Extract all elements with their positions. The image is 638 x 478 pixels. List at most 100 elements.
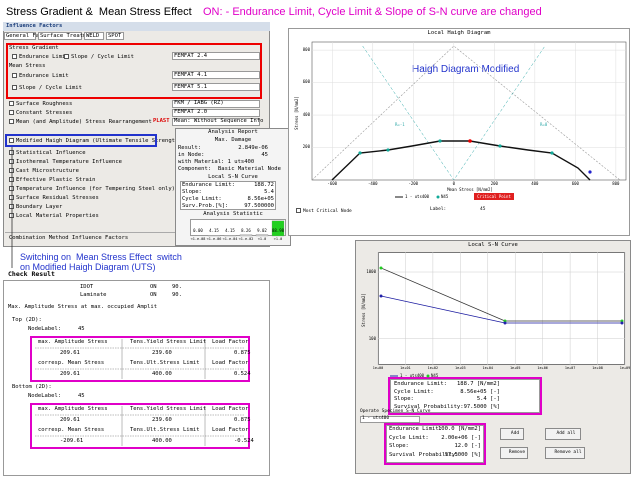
table-cell: -209.61 — [60, 437, 84, 444]
checkbox: Temperature Influence (for Tempering Ste… — [9, 186, 175, 193]
button[interactable] — [500, 428, 524, 440]
bar-value: 4.15 — [225, 228, 235, 233]
flag: PLAST — [153, 118, 170, 124]
section-title: Analysis Statistic — [203, 211, 263, 217]
button-label: Add all — [556, 431, 576, 436]
table-cell: 400.00 — [152, 437, 172, 444]
table-cell: max. Amplitude Stress — [38, 339, 108, 345]
value: 97.500000 — [244, 202, 274, 209]
haigh-window — [288, 28, 630, 236]
y-tick-label: 1000 — [366, 269, 376, 275]
table-cell: Tens.Ult.Stress Limit — [130, 360, 200, 366]
label: Survival Probability: — [389, 451, 459, 458]
checkbox: Isothermal Temperature Influence — [9, 159, 122, 166]
dropdown-value: FEMFAT 2.4 — [174, 52, 208, 59]
x-tick-label: 1e+05 — [509, 366, 521, 370]
table-cell: Tens.Yield Stress Limit — [130, 406, 207, 412]
value: 188.72 — [254, 181, 274, 188]
y-axis-label: Stress [N/mm2] — [361, 293, 366, 327]
bar-value: 8.26 — [241, 228, 251, 233]
table-cell: Load Factor — [212, 339, 249, 345]
label: Cycle Limit: — [394, 388, 434, 395]
value: Basic Material Node — [218, 166, 281, 172]
x-tick-label: 1e+03 — [455, 366, 466, 370]
spec-box — [386, 425, 484, 463]
dropdown-value: 1 - uts400 — [362, 416, 390, 421]
chart-title: Local Haigh Diagram — [427, 30, 491, 36]
dropdown[interactable] — [172, 99, 260, 108]
section-label: Top (2D): — [12, 317, 42, 323]
value: 2.849e-06 — [238, 145, 268, 151]
table-cell: max. Amplitude Stress — [38, 406, 108, 412]
label: 90. — [172, 284, 182, 290]
table-cell: Load Factor — [212, 406, 249, 412]
dropdown[interactable] — [172, 71, 260, 79]
label: Cycle Limit: — [182, 195, 222, 202]
button[interactable] — [545, 447, 585, 459]
checkbox: Surface Residual Stresses — [9, 195, 99, 202]
legend-label: 1 - uts400 — [405, 194, 430, 199]
legend-label: N45 — [441, 194, 449, 199]
dropdown-value: Mean: Without Sequence Info — [174, 118, 264, 124]
tab[interactable] — [84, 32, 104, 40]
x-tick-label: -600 — [327, 181, 338, 186]
tab[interactable] — [106, 32, 124, 40]
table-cell: 209.61 — [60, 370, 80, 377]
x-tick-label: -400 — [367, 181, 378, 186]
x-tick-label: 1e+01 — [400, 366, 411, 370]
table-cell: corresp. Mean Stress — [38, 427, 105, 433]
checkbox: Constant Stresses — [9, 110, 72, 117]
table-cell: 239.60 — [152, 416, 172, 423]
legend-label: N45 — [431, 373, 439, 378]
button[interactable] — [545, 428, 581, 440]
label: Laminate — [80, 292, 107, 298]
section-title: Operate Specimen S-N Curve — [360, 409, 431, 414]
section-title: Local S-N Curve — [208, 174, 258, 180]
dropdown[interactable] — [172, 52, 260, 60]
table-cell: corresp. Mean Stress — [38, 360, 105, 366]
button[interactable] — [500, 447, 528, 459]
label: Stress Gradient — [9, 45, 59, 51]
table-cell: 209.61 — [60, 349, 80, 356]
dropdown[interactable] — [172, 117, 260, 126]
plot-area — [378, 252, 625, 365]
y-tick-label: 400 — [302, 111, 310, 117]
label: NodeLabel: — [28, 326, 62, 332]
window-title: Analysis Report — [208, 129, 258, 135]
button-label: Remove all — [554, 450, 582, 455]
label: Max. Amplitude Stress at max. occupied A… — [8, 304, 158, 310]
value: 100.0 [N/mm2] — [437, 426, 481, 432]
x-tick-label: 600 — [571, 181, 579, 186]
label: in Node: — [178, 152, 205, 158]
page-title: Stress Gradient & Mean Stress Effect — [6, 6, 192, 18]
x-tick-label: 1e+02 — [427, 366, 439, 370]
label: 45 — [78, 326, 85, 332]
label: Endurance Limit: — [394, 381, 447, 387]
bar-value: 0.00 — [193, 228, 203, 233]
table-cell: 0.524 — [234, 370, 251, 377]
dropdown[interactable] — [360, 416, 420, 423]
label: with Material: 1 uts400 — [178, 159, 255, 165]
label: Survival Probability: — [394, 403, 464, 410]
tab-label: Surface Treatment — [40, 32, 97, 39]
value: 45 — [261, 152, 268, 158]
y-tick-label: 200 — [302, 144, 310, 150]
value: 5.4 — [264, 188, 274, 195]
label: Slope: — [389, 443, 409, 449]
page-highlight: ON: - Endurance Limit, Cycle Limit & Slo… — [203, 6, 542, 18]
dropdown[interactable] — [172, 83, 260, 91]
dropdown[interactable] — [172, 108, 260, 117]
annotation: Haigh Diagram Modified — [412, 64, 520, 75]
text-area — [3, 280, 270, 476]
tab[interactable] — [38, 32, 82, 40]
tab[interactable] — [4, 32, 36, 40]
title-bar — [3, 22, 270, 31]
bar-value: 9.02 — [257, 228, 267, 233]
dropdown-value: FEMFAT 4.1 — [174, 71, 208, 78]
value: 45 — [480, 207, 486, 212]
label: Endurance Limit: — [389, 426, 442, 432]
info-box — [390, 379, 540, 413]
label: Label: — [430, 207, 447, 212]
bar-category: >1.0 — [273, 237, 283, 241]
dropdown-value: FKM / IABG (RZ) — [174, 100, 224, 106]
